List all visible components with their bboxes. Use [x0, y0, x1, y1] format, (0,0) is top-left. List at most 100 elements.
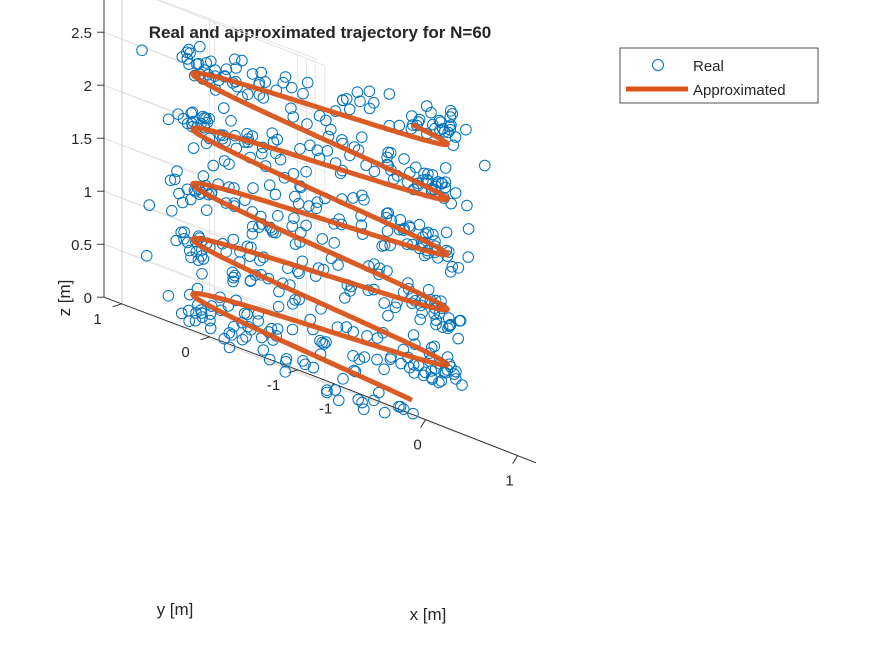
real-point — [242, 88, 254, 101]
real-point — [321, 384, 333, 397]
real-point — [378, 363, 390, 376]
real-point — [226, 266, 239, 279]
real-point — [200, 204, 213, 216]
real-point — [192, 254, 205, 266]
z-axis-label: z [m] — [55, 280, 74, 317]
real-point — [166, 205, 178, 217]
real-point — [272, 300, 285, 313]
real-point — [356, 131, 368, 143]
real-point — [182, 304, 195, 317]
real-point — [430, 314, 443, 326]
x-tick-label: 1 — [505, 473, 513, 490]
real-point — [354, 95, 366, 108]
real-point — [301, 76, 314, 89]
real-point — [456, 379, 468, 391]
real-point — [328, 237, 341, 249]
real-point — [203, 112, 215, 125]
real-point — [246, 220, 259, 233]
real-point — [422, 168, 434, 180]
real-point — [434, 116, 447, 128]
real-point — [140, 250, 153, 262]
real-point — [405, 110, 418, 122]
real-point — [230, 62, 242, 74]
real-point — [449, 187, 462, 199]
real-point — [428, 340, 441, 353]
real-point — [259, 76, 272, 88]
real-point — [244, 274, 257, 287]
real-point — [311, 196, 324, 208]
real-point — [433, 376, 445, 389]
real-point — [263, 179, 276, 191]
grid-wall-y-horiz — [103, 296, 325, 384]
real-point — [314, 334, 326, 347]
real-point — [228, 53, 241, 66]
real-point — [439, 181, 452, 194]
real-point — [382, 207, 395, 219]
real-point — [263, 353, 276, 366]
real-point — [136, 44, 148, 57]
real-point — [454, 314, 467, 327]
real-point — [316, 336, 329, 349]
real-point — [229, 269, 241, 282]
real-point — [176, 51, 189, 63]
real-point — [178, 226, 190, 238]
real-point — [173, 187, 185, 200]
real-point — [368, 394, 380, 407]
real-point — [398, 153, 410, 165]
real-point — [371, 332, 384, 344]
approximated-line — [190, 70, 450, 403]
real-point — [439, 162, 452, 174]
real-point — [186, 106, 199, 119]
real-point — [368, 97, 380, 109]
real-point — [393, 400, 405, 413]
real-point — [303, 200, 315, 212]
real-point — [236, 54, 248, 67]
real-point — [247, 182, 259, 194]
real-point — [277, 76, 290, 89]
real-point — [407, 329, 420, 341]
real-point — [435, 375, 448, 387]
real-point — [442, 126, 455, 139]
real-point — [207, 159, 219, 172]
real-point — [344, 285, 356, 297]
real-point — [300, 219, 312, 232]
real-point — [435, 177, 448, 189]
real-point — [297, 87, 309, 100]
real-point — [368, 165, 381, 178]
real-point — [204, 322, 217, 335]
x-tick — [420, 419, 426, 428]
real-point — [444, 266, 457, 278]
real-point — [289, 190, 301, 203]
x-tick-label: 0 — [413, 437, 421, 454]
real-point — [227, 275, 239, 288]
real-point — [363, 85, 376, 98]
z-tick-label: 0.5 — [71, 237, 92, 254]
real-point — [269, 188, 282, 201]
y-tick — [112, 303, 122, 308]
real-point — [332, 259, 344, 271]
grid-wall-x-horiz — [103, 243, 316, 324]
real-point — [220, 63, 233, 75]
real-point — [280, 355, 292, 368]
real-point — [460, 123, 472, 136]
real-point — [352, 393, 365, 406]
real-point — [414, 313, 427, 326]
legend-box — [619, 47, 819, 104]
real-point — [294, 143, 306, 155]
real-point — [226, 329, 238, 341]
real-point — [378, 297, 391, 309]
real-point — [171, 165, 183, 177]
real-point — [183, 315, 195, 328]
real-point — [358, 403, 370, 416]
real-point — [196, 311, 209, 323]
real-point — [413, 113, 426, 126]
real-point — [446, 261, 459, 273]
real-point — [162, 290, 175, 302]
real-point — [318, 338, 330, 350]
real-point — [169, 173, 181, 186]
real-point — [288, 212, 300, 224]
x-axis-label: x [m] — [410, 605, 447, 624]
real-point — [395, 357, 407, 370]
x-axis-line — [315, 375, 537, 464]
